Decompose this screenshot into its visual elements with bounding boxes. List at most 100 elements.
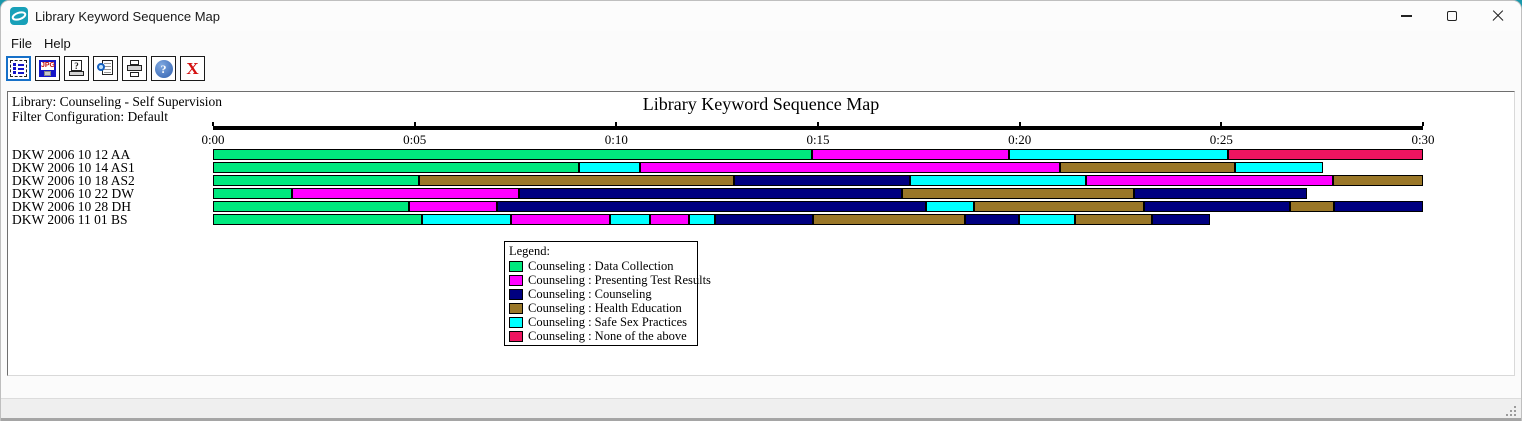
keyword-list-icon <box>10 60 27 77</box>
view-report-button[interactable] <box>93 56 118 81</box>
timeline-segment <box>1333 175 1423 186</box>
timeline-segment <box>1290 201 1335 212</box>
timeline-segment <box>213 214 422 225</box>
timeline-segment <box>974 201 1145 212</box>
legend-entry: Counseling : Safe Sex Practices <box>509 315 693 329</box>
view-report-icon <box>97 60 114 77</box>
legend-swatch <box>509 260 523 272</box>
axis-tick <box>212 122 214 126</box>
timeline-segment <box>578 162 641 173</box>
axis-tick <box>817 122 819 126</box>
timeline-segment <box>213 188 293 199</box>
status-separator <box>1 398 1521 399</box>
axis-tick <box>413 122 416 126</box>
timeline-segment <box>910 175 1087 186</box>
timeline-segment <box>1144 201 1291 212</box>
timeline-segment <box>419 175 735 186</box>
legend-swatch <box>509 316 523 328</box>
legend-swatch <box>509 288 523 300</box>
row-label: DKW 2006 10 28 DH <box>12 199 131 214</box>
save-jpg-icon: JPG <box>39 60 56 77</box>
print-button[interactable] <box>122 56 147 81</box>
timeline-segment <box>213 162 579 173</box>
resize-grip[interactable] <box>1503 403 1516 416</box>
maximize-button[interactable] <box>1429 1 1475 31</box>
close-button[interactable] <box>1475 1 1521 31</box>
timeline-segment <box>640 162 1060 173</box>
timeline-segment <box>609 214 651 225</box>
timeline-segment <box>213 201 409 212</box>
menu-bar: File Help <box>1 31 1521 54</box>
timeline-segment <box>496 201 926 212</box>
minimize-button[interactable] <box>1383 1 1429 31</box>
exit-button[interactable]: X <box>180 56 205 81</box>
minimize-icon <box>1400 15 1412 17</box>
axis-line <box>213 126 1423 130</box>
axis-tick-label: 0:10 <box>604 132 628 147</box>
window-bottom-edge <box>1 418 1521 421</box>
app-icon <box>10 7 28 25</box>
legend-box: Legend: Counseling : Data Collection Coun… <box>504 241 711 346</box>
row-label: DKW 2006 10 14 AS1 <box>12 160 135 175</box>
timeline-segment <box>734 175 910 186</box>
axis-tick-label: 0:05 <box>403 132 427 147</box>
row-label: DKW 2006 10 18 AS2 <box>12 173 135 188</box>
filter-config-label: Filter Configuration: Default <box>12 109 168 124</box>
axis-tick <box>1018 122 1021 126</box>
title-bar: Library Keyword Sequence Map <box>1 1 1521 31</box>
chart-title: Library Keyword Sequence Map <box>642 94 880 114</box>
axis-tick-label: 0:25 <box>1209 132 1233 147</box>
timeline-segment <box>1009 149 1229 160</box>
axis-tick-label: 0:20 <box>1008 132 1032 147</box>
row-label: DKW 2006 11 01 BS <box>12 212 128 227</box>
legend-label: Counseling : Data Collection <box>528 258 674 273</box>
timeline-segment <box>1228 149 1423 160</box>
window-title: Library Keyword Sequence Map <box>35 9 220 24</box>
menu-file[interactable]: File <box>11 36 32 51</box>
timeline-segment <box>1152 214 1211 225</box>
legend-entry: Counseling : None of the above <box>509 329 693 343</box>
legend-entry: Counseling : Data Collection <box>509 259 693 273</box>
toolbar: JPG ? ? X <box>1 55 1521 85</box>
timeline-segment <box>213 175 420 186</box>
legend-entry: Counseling : Counseling <box>509 287 693 301</box>
axis-tick <box>1220 122 1223 126</box>
library-label: Library: Counseling - Self Supervision <box>12 94 222 109</box>
timeline-segment <box>812 149 1010 160</box>
legend-swatch <box>509 274 523 286</box>
legend-swatch <box>509 302 523 314</box>
timeline-segment <box>965 214 1020 225</box>
legend-label: Counseling : Presenting Test Results <box>528 272 711 287</box>
legend-swatch <box>509 330 523 342</box>
legend-entry: Counseling : Health Education <box>509 301 693 315</box>
timeline-segment <box>1019 214 1076 225</box>
close-icon <box>1492 10 1504 22</box>
timeline-segment <box>1134 188 1308 199</box>
timeline-segment <box>1060 162 1235 173</box>
status-bar <box>1 399 1521 418</box>
legend-label: Counseling : None of the above <box>528 328 687 343</box>
print-setup-icon: ? <box>68 60 85 77</box>
maximize-icon <box>1447 11 1457 21</box>
save-as-jpg-button[interactable]: JPG <box>35 56 60 81</box>
timeline-segment <box>813 214 966 225</box>
row-label: DKW 2006 10 22 DW <box>12 186 134 201</box>
timeline-segment <box>715 214 814 225</box>
row-label: DKW 2006 10 12 AA <box>12 147 131 162</box>
timeline-segment <box>421 214 511 225</box>
timeline-segment <box>1075 214 1153 225</box>
help-button[interactable]: ? <box>151 56 176 81</box>
axis-tick-label: 0:30 <box>1411 132 1435 147</box>
timeline-segment <box>511 214 610 225</box>
timeline-segment <box>650 214 689 225</box>
menu-help[interactable]: Help <box>44 36 71 51</box>
legend-label: Counseling : Health Education <box>528 300 682 315</box>
print-icon <box>126 60 143 77</box>
keyword-list-button[interactable] <box>6 56 31 81</box>
axis-tick <box>615 122 618 126</box>
timeline-segment <box>292 188 520 199</box>
legend-entry: Counseling : Presenting Test Results <box>509 273 711 287</box>
timeline-segment <box>1086 175 1333 186</box>
print-setup-button[interactable]: ? <box>64 56 89 81</box>
